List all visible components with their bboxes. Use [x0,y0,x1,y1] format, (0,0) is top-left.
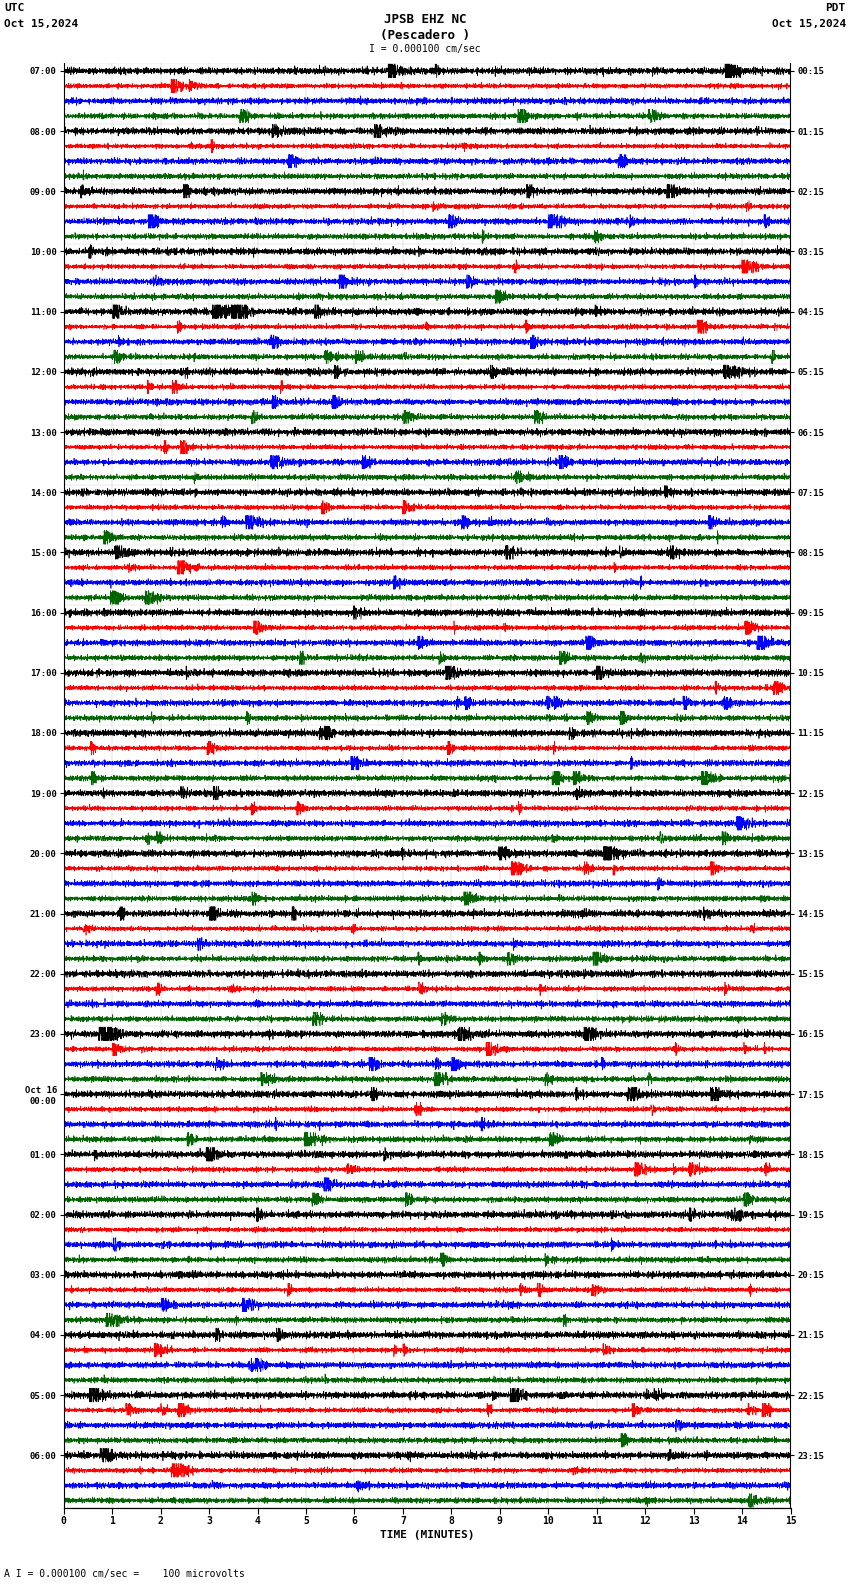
Text: I = 0.000100 cm/sec: I = 0.000100 cm/sec [369,44,481,54]
Text: (Pescadero ): (Pescadero ) [380,29,470,41]
Text: JPSB EHZ NC: JPSB EHZ NC [383,13,467,25]
Text: UTC: UTC [4,3,25,13]
Text: A I = 0.000100 cm/sec =    100 microvolts: A I = 0.000100 cm/sec = 100 microvolts [4,1570,245,1579]
Text: PDT: PDT [825,3,846,13]
Text: Oct 15,2024: Oct 15,2024 [772,19,846,29]
Text: Oct 15,2024: Oct 15,2024 [4,19,78,29]
X-axis label: TIME (MINUTES): TIME (MINUTES) [380,1530,474,1541]
